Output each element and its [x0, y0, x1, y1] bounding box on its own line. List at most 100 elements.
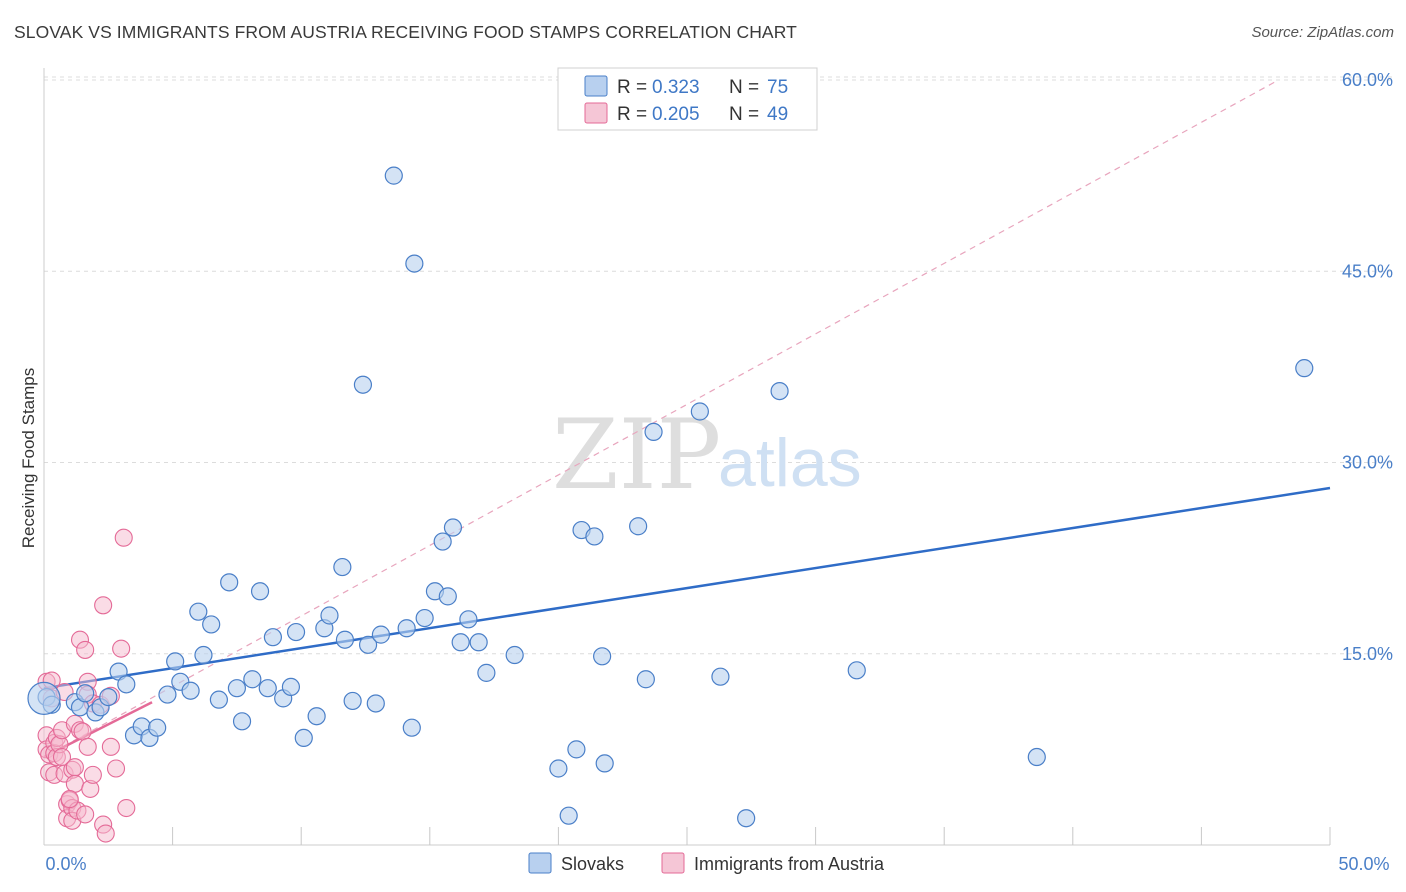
y-tick-label: 15.0%	[1342, 644, 1393, 664]
slovak-point	[258, 679, 277, 698]
slovak-point	[384, 166, 403, 185]
slovak-point	[629, 517, 648, 536]
slovak-point	[27, 681, 61, 715]
slovak-point	[76, 684, 95, 703]
austria-point	[94, 596, 113, 615]
austria-point	[114, 528, 133, 547]
y-tick-label: 60.0%	[1342, 70, 1393, 90]
slovak-point	[189, 602, 208, 621]
austria-point	[112, 639, 131, 658]
legend-r-label-1: R =	[617, 77, 647, 98]
austria-trend-extended	[43, 79, 1279, 758]
austria-point	[83, 765, 102, 784]
slovak-point	[559, 806, 578, 825]
slovak-point	[402, 718, 421, 737]
slovak-point	[294, 728, 313, 748]
slovak-point	[690, 402, 709, 421]
tick-labels: 15.0% 30.0% 45.0% 60.0% 0.0% 50.0%	[45, 70, 1393, 874]
slovak-point	[451, 633, 470, 652]
slovak-point	[220, 573, 239, 592]
y-axis-label: Receiving Food Stamps	[19, 368, 38, 548]
slovak-point	[770, 382, 789, 401]
y-tick-label: 30.0%	[1342, 453, 1393, 473]
austria-point	[65, 758, 84, 777]
austria-point	[117, 798, 136, 818]
slovak-point	[397, 619, 416, 638]
slovak-point	[549, 759, 568, 778]
slovak-trend-line	[43, 486, 1331, 690]
x-tick-label: 50.0%	[1338, 854, 1389, 874]
austria-point	[96, 824, 115, 843]
axes	[43, 68, 1331, 846]
slovak-point	[358, 635, 378, 654]
slovak-point	[585, 527, 604, 546]
slovak-point	[477, 663, 496, 682]
slovak-point	[567, 740, 586, 759]
slovak-point	[166, 652, 185, 671]
slovak-point	[593, 647, 612, 666]
legend-r-label-2: R =	[617, 104, 647, 125]
slovak-point	[250, 582, 270, 601]
austria-point	[76, 805, 95, 824]
bottom-legend-swatch-austria	[661, 852, 685, 874]
y-tick-label: 45.0%	[1342, 261, 1393, 281]
slovak-point	[469, 633, 488, 652]
slovak-point	[1295, 359, 1314, 378]
gridlines	[44, 76, 1392, 655]
slovak-point	[227, 679, 246, 698]
slovak-point	[202, 615, 221, 634]
slovak-points	[27, 166, 1314, 828]
slovak-point	[307, 707, 326, 726]
slovak-point	[636, 670, 655, 689]
slovak-point	[405, 254, 424, 273]
legend-r-value-1: 0.323	[652, 77, 700, 98]
legend-n-value-1: 75	[767, 77, 788, 98]
slovak-point	[443, 518, 463, 537]
slovak-point	[343, 691, 362, 711]
slovak-point	[243, 670, 262, 689]
austria-point	[106, 759, 126, 778]
bottom-legend-austria: Immigrants from Austria	[694, 854, 885, 874]
source-credit: Source: ZipAtlas.com	[1251, 24, 1394, 41]
slovak-point	[415, 608, 434, 628]
slovak-point	[644, 422, 663, 441]
top-legend: R = 0.323 N = 75 R = 0.205 N = 49	[557, 67, 818, 131]
chart-title: SLOVAK VS IMMIGRANTS FROM AUSTRIA RECEIV…	[14, 22, 797, 42]
x-tick-label: 0.0%	[45, 854, 86, 874]
austria-point	[65, 774, 84, 793]
slovak-point	[459, 610, 478, 629]
legend-n-label-2: N =	[729, 104, 759, 125]
slovak-point	[320, 606, 339, 625]
bottom-legend: Slovaks Immigrants from Austria	[528, 852, 885, 874]
bottom-legend-slovaks: Slovaks	[561, 854, 624, 874]
slovak-point	[194, 645, 213, 665]
slovak-point	[158, 685, 177, 704]
bottom-legend-swatch-slovaks	[528, 852, 552, 874]
slovak-point	[209, 690, 228, 709]
austria-point	[76, 640, 95, 659]
slovak-point	[281, 677, 301, 697]
austria-point	[101, 737, 120, 756]
slovak-point	[595, 754, 614, 773]
slovak-point	[232, 712, 252, 731]
legend-r-value-2: 0.205	[652, 104, 700, 125]
austria-point	[73, 722, 92, 741]
slovak-point	[181, 681, 200, 700]
slovak-point	[433, 532, 452, 551]
austria-point	[60, 790, 79, 809]
slovak-point	[117, 675, 136, 694]
slovak-point	[333, 557, 352, 577]
slovak-point	[286, 622, 306, 642]
legend-n-label-1: N =	[729, 77, 759, 98]
slovak-point	[99, 687, 118, 707]
austria-point	[78, 737, 97, 756]
slovak-point	[353, 375, 373, 394]
slovak-point	[263, 628, 283, 647]
legend-swatch-austria	[584, 102, 608, 124]
slovak-point	[438, 587, 457, 606]
watermark-zip: ZIP	[552, 399, 721, 511]
slovak-point	[737, 809, 756, 828]
legend-n-value-2: 49	[767, 104, 788, 125]
legend-swatch-slovaks	[584, 75, 608, 97]
